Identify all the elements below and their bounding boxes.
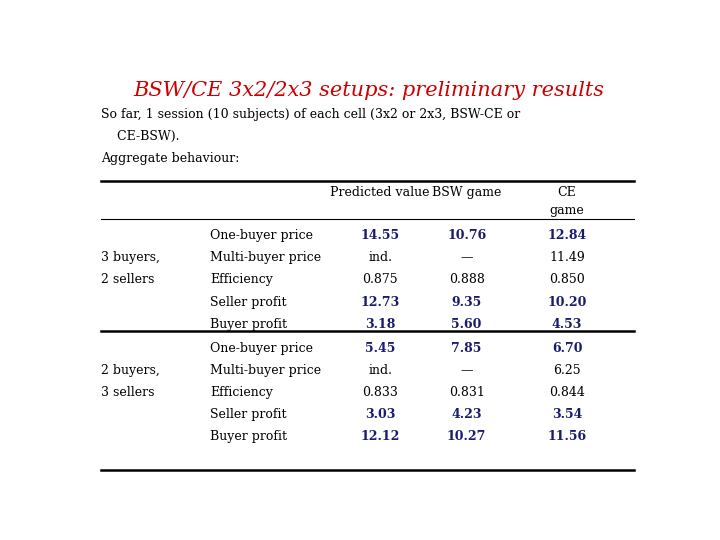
Text: 0.833: 0.833 [362, 386, 398, 399]
Text: 10.76: 10.76 [447, 230, 486, 242]
Text: 0.831: 0.831 [449, 386, 485, 399]
Text: One-buyer price: One-buyer price [210, 342, 313, 355]
Text: So far, 1 session (10 subjects) of each cell (3x2 or 2x3, BSW-CE or: So far, 1 session (10 subjects) of each … [101, 109, 521, 122]
Text: One-buyer price: One-buyer price [210, 230, 313, 242]
Text: 6.25: 6.25 [553, 364, 581, 377]
Text: 3.03: 3.03 [365, 408, 395, 421]
Text: 6.70: 6.70 [552, 342, 582, 355]
Text: Seller profit: Seller profit [210, 408, 287, 421]
Text: Multi-buyer price: Multi-buyer price [210, 364, 321, 377]
Text: Multi-buyer price: Multi-buyer price [210, 252, 321, 265]
Text: 7.85: 7.85 [451, 342, 482, 355]
Text: 4.53: 4.53 [552, 318, 582, 330]
Text: 9.35: 9.35 [451, 295, 482, 308]
Text: 3 sellers: 3 sellers [101, 386, 155, 399]
Text: 3.18: 3.18 [365, 318, 395, 330]
Text: BSW/CE 3x2/2x3 setups: preliminary results: BSW/CE 3x2/2x3 setups: preliminary resul… [133, 82, 605, 100]
Text: 3 buyers,: 3 buyers, [101, 252, 160, 265]
Text: 2 sellers: 2 sellers [101, 273, 155, 287]
Text: 12.84: 12.84 [547, 230, 587, 242]
Text: Predicted value: Predicted value [330, 186, 430, 199]
Text: 10.27: 10.27 [447, 430, 486, 443]
Text: 11.49: 11.49 [549, 252, 585, 265]
Text: CE-BSW).: CE-BSW). [101, 130, 180, 143]
Text: 14.55: 14.55 [361, 230, 400, 242]
Text: game: game [549, 204, 585, 217]
Text: 11.56: 11.56 [547, 430, 587, 443]
Text: 12.12: 12.12 [361, 430, 400, 443]
Text: Efficiency: Efficiency [210, 386, 273, 399]
Text: Efficiency: Efficiency [210, 273, 273, 287]
Text: Seller profit: Seller profit [210, 295, 287, 308]
Text: 0.844: 0.844 [549, 386, 585, 399]
Text: ind.: ind. [368, 252, 392, 265]
Text: 5.60: 5.60 [451, 318, 482, 330]
Text: 0.875: 0.875 [362, 273, 398, 287]
Text: 3.54: 3.54 [552, 408, 582, 421]
Text: Aggregate behaviour:: Aggregate behaviour: [101, 152, 240, 165]
Text: 5.45: 5.45 [365, 342, 395, 355]
Text: BSW game: BSW game [432, 186, 501, 199]
Text: CE: CE [558, 186, 577, 199]
Text: 2 buyers,: 2 buyers, [101, 364, 160, 377]
Text: —: — [460, 252, 473, 265]
Text: 0.850: 0.850 [549, 273, 585, 287]
Text: Buyer profit: Buyer profit [210, 430, 287, 443]
Text: 10.20: 10.20 [547, 295, 587, 308]
Text: 12.73: 12.73 [361, 295, 400, 308]
Text: 4.23: 4.23 [451, 408, 482, 421]
Text: Buyer profit: Buyer profit [210, 318, 287, 330]
Text: 0.888: 0.888 [449, 273, 485, 287]
Text: ind.: ind. [368, 364, 392, 377]
Text: —: — [460, 364, 473, 377]
